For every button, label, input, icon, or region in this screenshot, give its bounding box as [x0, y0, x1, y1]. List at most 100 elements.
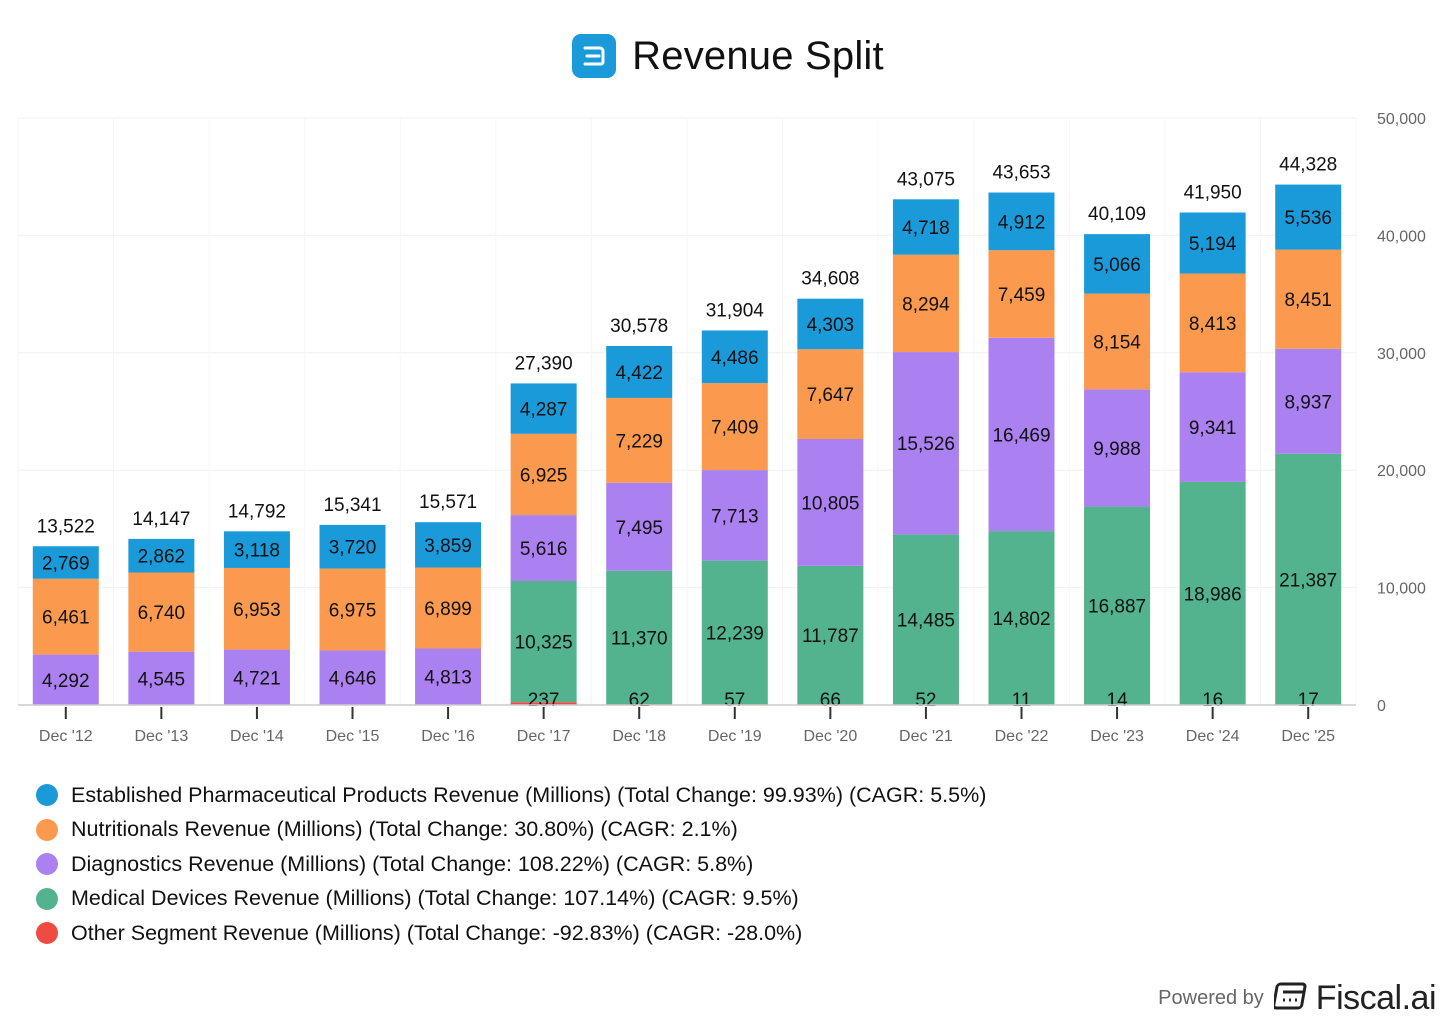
- legend-item-diagnostics[interactable]: Diagnostics Revenue (Millions) (Total Ch…: [36, 847, 986, 882]
- bar-segment-nutritionals: [988, 250, 1055, 338]
- bar-segment-diagnostics: [319, 650, 386, 705]
- bar-segment-diagnostics: [797, 438, 864, 566]
- bar-segment-diagnostics: [1179, 372, 1246, 482]
- total-label: 30,578: [610, 316, 668, 337]
- bar-segment-diagnostics: [701, 470, 768, 561]
- data-label-established: 4,303: [807, 315, 855, 336]
- x-tick-label: Dec '20: [803, 728, 857, 745]
- data-label-diagnostics: 4,545: [138, 669, 186, 690]
- bar-segment-nutritionals: [892, 254, 959, 353]
- total-label: 43,075: [897, 169, 955, 190]
- bar-segment-established: [1084, 234, 1151, 294]
- bar-segment-nutritionals: [1275, 249, 1342, 349]
- total-label: 13,522: [37, 516, 95, 537]
- bar-segment-diagnostics: [415, 648, 482, 705]
- data-label-established: 5,536: [1284, 208, 1332, 229]
- legend-swatch: [36, 922, 58, 945]
- powered-by-text: Powered by: [1158, 987, 1264, 1009]
- chart-header: Revenue Split: [0, 30, 1456, 82]
- bar-segment-nutritionals: [510, 433, 577, 516]
- data-label-established: 5,194: [1189, 234, 1237, 255]
- fiscal-logo-icon: [1271, 981, 1310, 1016]
- data-label-medical: 16,887: [1088, 597, 1146, 618]
- bar-segment-medical: [1275, 453, 1342, 705]
- data-label-diagnostics: 7,713: [711, 506, 759, 527]
- data-label-medical: 11,787: [802, 626, 859, 647]
- data-label-medical: 10,325: [515, 633, 573, 654]
- bar-segment-other: [510, 702, 577, 705]
- data-label-established: 4,486: [711, 348, 759, 369]
- data-label-diagnostics: 4,721: [233, 668, 281, 689]
- bar-segment-diagnostics: [606, 482, 673, 571]
- bar-segment-diagnostics: [988, 337, 1055, 532]
- legend-swatch: [36, 887, 58, 910]
- bar-segment-diagnostics: [128, 651, 195, 705]
- total-label: 15,571: [419, 492, 477, 513]
- bar-segment-nutritionals: [1179, 273, 1246, 373]
- data-label-established: 2,769: [42, 554, 90, 575]
- legend-swatch: [36, 818, 58, 841]
- legend-label: Medical Devices Revenue (Millions) (Tota…: [71, 886, 799, 911]
- footer: Powered by Fiscal.ai: [1158, 979, 1436, 1018]
- data-label-diagnostics: 10,805: [801, 493, 859, 514]
- bar-segment-established: [510, 383, 577, 434]
- legend-item-established[interactable]: Established Pharmaceutical Products Reve…: [36, 778, 986, 813]
- legend-item-other[interactable]: Other Segment Revenue (Millions) (Total …: [36, 916, 986, 951]
- x-tick-label: Dec '25: [1281, 728, 1335, 745]
- data-label-nutritionals: 8,154: [1093, 332, 1141, 353]
- data-label-diagnostics: 9,988: [1093, 439, 1141, 460]
- legend-swatch: [36, 784, 58, 807]
- bar-segment-diagnostics: [1084, 389, 1151, 507]
- bar-segment-nutritionals: [415, 567, 482, 649]
- data-label-nutritionals: 8,413: [1189, 314, 1237, 335]
- y-tick-label: 40,000: [1377, 228, 1426, 245]
- data-label-diagnostics: 4,813: [424, 668, 472, 689]
- data-label-nutritionals: 6,740: [138, 603, 186, 624]
- axis-layer: 0 10,000 20,000 30,000 40,000 50,000 Dec '12 De…: [18, 111, 1426, 745]
- bar-segment-medical: [701, 560, 768, 705]
- data-label-diagnostics: 16,469: [992, 425, 1050, 446]
- legend-label: Established Pharmaceutical Products Reve…: [71, 782, 987, 807]
- data-label-medical: 21,387: [1279, 570, 1337, 591]
- data-label-nutritionals: 7,459: [998, 285, 1046, 306]
- data-label-nutritionals: 8,451: [1284, 290, 1332, 311]
- legend-item-nutritionals[interactable]: Nutritionals Revenue (Millions) (Total C…: [36, 813, 986, 848]
- bar-segment-nutritionals: [797, 349, 864, 439]
- bar-segment-established: [32, 546, 99, 579]
- data-label-established: 4,718: [902, 218, 950, 239]
- x-tick-label: Dec '12: [39, 728, 93, 745]
- data-label-medical: 18,986: [1184, 584, 1242, 605]
- x-tick-label: Dec '21: [899, 728, 953, 745]
- legend-item-medical[interactable]: Medical Devices Revenue (Millions) (Tota…: [36, 882, 986, 917]
- data-label-nutritionals: 6,925: [520, 465, 568, 486]
- data-label-nutritionals: 7,409: [711, 418, 759, 439]
- stacked-bar-chart: 4,292 6,461 2,769 13,522 4,545 6,740 2,862 14,1…: [17, 111, 1426, 745]
- x-tick-label: Dec '15: [326, 728, 380, 745]
- data-label-established: 3,720: [329, 538, 377, 559]
- bar-segment-nutritionals: [606, 397, 673, 483]
- bar-segment-established: [1275, 184, 1342, 250]
- data-label-diagnostics: 5,616: [520, 539, 568, 560]
- x-tick-label: Dec '22: [995, 728, 1049, 745]
- total-label: 14,147: [132, 509, 190, 530]
- data-label-established: 4,422: [615, 363, 663, 384]
- total-label: 15,341: [323, 495, 381, 516]
- data-label-nutritionals: 6,953: [233, 600, 281, 621]
- data-label-medical: 14,802: [992, 609, 1050, 630]
- bar-segment-medical: [892, 534, 959, 705]
- x-tick-label: Dec '24: [1186, 728, 1240, 745]
- data-label-nutritionals: 6,975: [329, 601, 377, 622]
- data-label-established: 3,859: [424, 536, 472, 557]
- legend-label: Diagnostics Revenue (Millions) (Total Ch…: [71, 851, 754, 876]
- bar-segment-diagnostics: [32, 654, 99, 705]
- bar-segment-nutritionals: [701, 383, 768, 471]
- data-label-diagnostics: 8,937: [1284, 392, 1332, 413]
- x-tick-label: Dec '17: [517, 728, 571, 745]
- data-label-established: 4,287: [520, 400, 568, 421]
- data-label-nutritionals: 6,461: [42, 608, 90, 629]
- total-label: 27,390: [515, 353, 573, 374]
- x-tick-label: Dec '18: [612, 728, 666, 745]
- bar-segment-established: [1179, 212, 1246, 274]
- legend-swatch: [36, 853, 58, 876]
- y-tick-label: 20,000: [1377, 463, 1426, 480]
